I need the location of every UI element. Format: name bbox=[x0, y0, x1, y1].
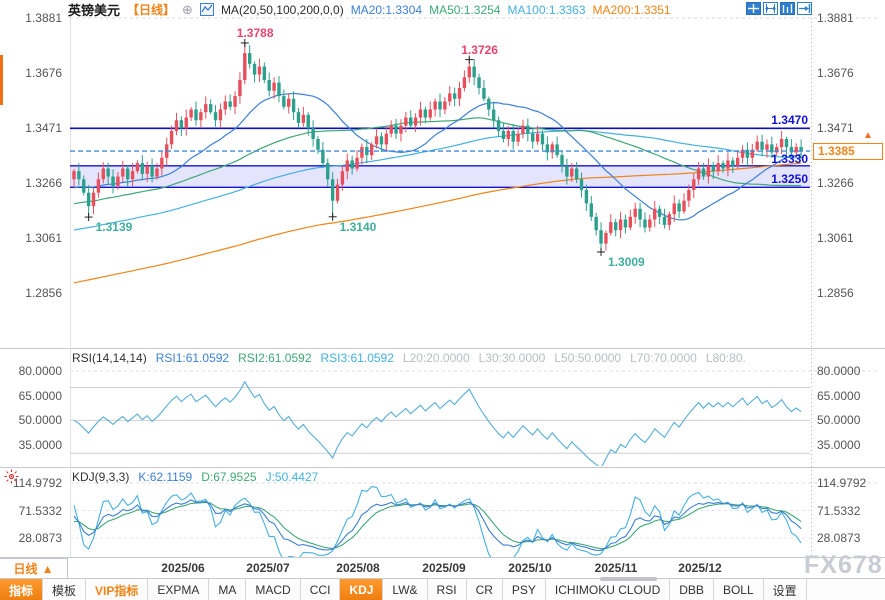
toolbar-item-4[interactable]: EXPMA bbox=[148, 579, 210, 600]
sun-icon bbox=[4, 469, 19, 484]
symbol-name: 英镑美元 bbox=[68, 3, 121, 18]
period-selector-arrow-icon: ▲ bbox=[41, 561, 54, 576]
period-label: 【日线】 bbox=[127, 3, 176, 17]
toolbar-item-9[interactable]: LW& bbox=[383, 579, 428, 600]
rsi1-value: RSI1:61.0592 bbox=[155, 351, 230, 364]
fit-width-icon[interactable] bbox=[763, 2, 778, 15]
ma50-value: MA50:1.3254 bbox=[429, 2, 501, 17]
kdj-params: KDJ(9,3,3) bbox=[72, 470, 130, 484]
crosshair-icon[interactable] bbox=[746, 2, 761, 15]
bottom-toolbar: 指标 模板 VIP指标 EXPMA MA MACD CCI KDJ LW& RSI CR PSY ICH… bbox=[0, 578, 885, 600]
toolbar-item-2[interactable]: 模板 bbox=[43, 579, 87, 600]
rsi-header: RSI(14,14,14) RSI1:61.0592 RSI2:61.0592 … bbox=[72, 351, 808, 364]
go-to-latest-icon[interactable] bbox=[797, 2, 812, 15]
price-up-arrow-icon: ▲ bbox=[863, 130, 873, 142]
rsi-level-l70: L70:70.0000 bbox=[630, 351, 697, 364]
ma200-value: MA200:1.3351 bbox=[592, 2, 671, 17]
rsi2-value: RSI2:61.0592 bbox=[238, 351, 312, 364]
left-edge-indicator bbox=[0, 55, 3, 105]
add-indicator-icon[interactable]: ⊕ bbox=[182, 1, 193, 17]
rsi-params: RSI(14,14,14) bbox=[72, 351, 147, 364]
toolbar-item-1[interactable]: 指标 bbox=[0, 579, 44, 600]
toolbar-item-12[interactable]: PSY bbox=[502, 579, 546, 600]
toolbar-scrollbar[interactable] bbox=[600, 577, 657, 581]
toolbar-item-15[interactable]: BOLL bbox=[713, 579, 764, 600]
ma100-value: MA100:1.3363 bbox=[507, 2, 586, 17]
kdj-j-value: J:50.4427 bbox=[265, 470, 319, 484]
toolbar-item-6[interactable]: MACD bbox=[246, 579, 301, 600]
auto-scale-icon[interactable] bbox=[780, 2, 795, 15]
toolbar-item-5[interactable]: MA bbox=[209, 579, 247, 600]
kdj-header: KDJ(9,3,3) K:62.1159 D:67.9525 J:50.4427 bbox=[72, 470, 319, 484]
toolbar-item-8[interactable]: KDJ bbox=[340, 579, 384, 600]
candlestick-chart-icon bbox=[199, 3, 214, 16]
chart-tool-icons bbox=[746, 2, 812, 15]
kdj-d-value: D:67.9525 bbox=[201, 470, 257, 484]
toolbar-item-11[interactable]: CR bbox=[466, 579, 503, 600]
toolbar-item-13[interactable]: ICHIMOKU CLOUD bbox=[545, 579, 671, 600]
title-bar: 英镑美元 【日线】 ⊕ MA(20,50,100,200,0,0) MA20:1… bbox=[68, 1, 671, 19]
last-price-box: 1.3385 bbox=[813, 143, 883, 161]
watermark: FX678 bbox=[804, 551, 883, 579]
period-selector-label: 日线 bbox=[13, 562, 38, 576]
rsi3-value: RSI3:61.0592 bbox=[320, 351, 394, 364]
toolbar-item-16[interactable]: 设置 bbox=[763, 579, 807, 600]
ma-settings-label: MA(20,50,100,200,0,0) bbox=[220, 2, 344, 17]
toolbar-item-14[interactable]: DBB bbox=[670, 579, 714, 600]
rsi-level-l30: L30:30.0000 bbox=[478, 351, 546, 364]
toolbar-item-3[interactable]: VIP指标 bbox=[86, 579, 149, 600]
kdj-k-value: K:62.1159 bbox=[138, 470, 193, 484]
rsi-level-l20: L20:20.0000 bbox=[402, 351, 470, 364]
ma20-value: MA20:1.3304 bbox=[350, 2, 423, 17]
rsi-level-l80: L80:80. bbox=[705, 351, 746, 364]
rsi-level-l50: L50:50.0000 bbox=[554, 351, 622, 364]
period-selector[interactable]: 日线 ▲ bbox=[0, 558, 68, 579]
toolbar-item-10[interactable]: RSI bbox=[427, 579, 467, 600]
toolbar-item-7[interactable]: CCI bbox=[300, 579, 341, 600]
